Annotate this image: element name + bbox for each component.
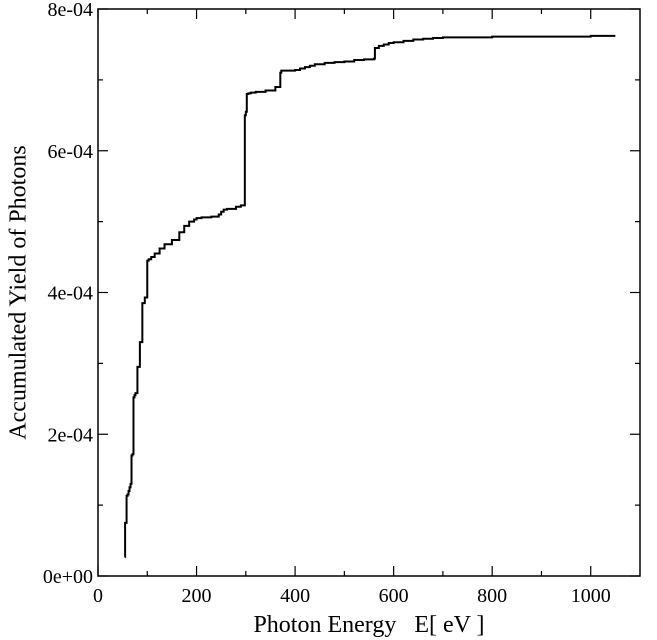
axis-ticks (97, 8, 640, 577)
plot-frame (97, 8, 641, 577)
x-tick-label: 800 (477, 585, 507, 607)
y-tick-label: 8e-04 (47, 0, 93, 21)
tick-labels: 0 200 400 600 800 1000 0e+00 2e-04 4e-04 6e-04 8e-… (43, 0, 611, 607)
data-series-line (124, 34, 616, 558)
x-tick-label: 0 (93, 585, 103, 607)
x-tick-label: 400 (280, 585, 310, 607)
y-tick-label: 2e-04 (47, 424, 93, 446)
y-tick-label: 0e+00 (43, 566, 93, 588)
x-axis-label: Photon Energy E[ eV ] (253, 612, 484, 638)
y-axis-label: Accumulated Yield of Photons (6, 145, 32, 439)
y-tick-label: 4e-04 (47, 283, 93, 305)
plot-area (124, 34, 616, 558)
x-tick-label: 600 (379, 585, 409, 607)
x-tick-label: 1000 (571, 585, 611, 607)
x-tick-label: 200 (182, 585, 212, 607)
y-tick-label: 6e-04 (47, 141, 93, 163)
